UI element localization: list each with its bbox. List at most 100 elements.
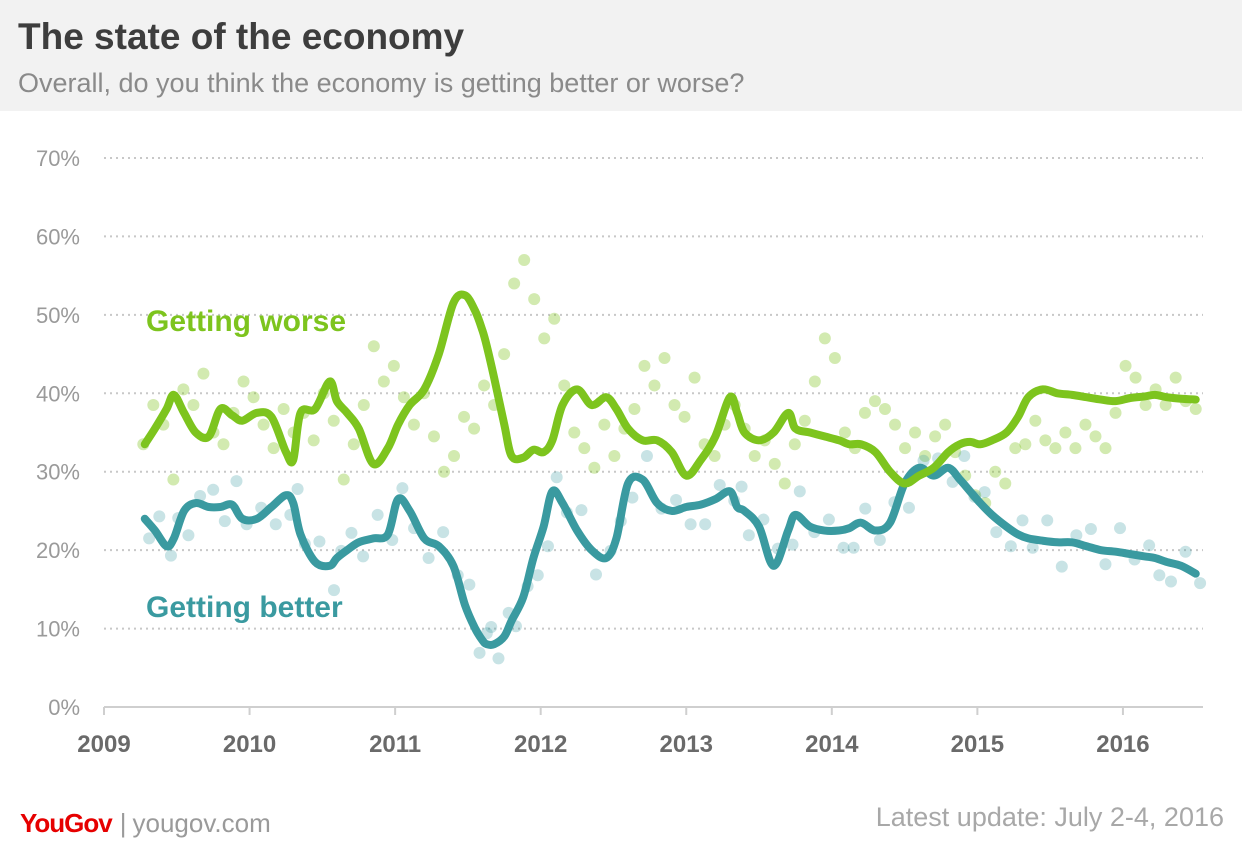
better-point [437,526,450,539]
better-point [396,482,409,495]
y-tick-label: 20% [36,538,80,563]
worse-point [1119,359,1132,372]
worse-point [427,430,440,443]
better-point [1016,514,1029,527]
worse-point [879,402,892,415]
footer-separator: | [119,808,127,838]
worse-point [1049,442,1062,455]
better-point [327,584,340,597]
better-point [873,533,886,546]
better-point [1041,514,1054,527]
worse-point [508,277,521,290]
better-point [143,532,156,545]
better-point [1153,569,1166,582]
series-lines [140,290,1200,650]
worse-point [187,399,200,412]
worse-point [668,399,681,412]
better-point [1114,522,1127,535]
worse-point [1059,426,1072,439]
better-point [684,518,697,531]
better-point [670,493,683,506]
worse-point [818,332,831,345]
worse-point [1109,406,1122,419]
better-point [847,541,860,554]
better-point [1055,560,1068,573]
worse-point [1069,442,1082,455]
worse-point [197,367,210,380]
worse-point [347,438,360,451]
worse-point [768,457,781,470]
y-tick-label: 10% [36,617,80,642]
better-point [917,454,930,467]
worse-point [598,418,611,431]
x-tick-label: 2015 [951,731,1004,758]
worse-point [478,379,491,392]
better-point [837,541,850,554]
worse-point [1189,402,1202,415]
worse-point [838,426,851,439]
better-point [1026,541,1039,554]
better-point [786,538,799,551]
x-tick-label: 2016 [1096,731,1149,758]
worse-point [257,418,270,431]
latest-update: Latest update: July 2-4, 2016 [875,802,1224,832]
worse-point [919,450,932,463]
worse-point [468,422,481,435]
worse-point [939,418,952,431]
worse-point [217,438,230,451]
yougov-logo: YouGov [20,808,113,838]
better-point [1194,577,1207,590]
worse-point [247,391,260,404]
worse-point [889,418,902,431]
worse-point [277,402,290,415]
chart-title: The state of the economy [18,16,465,57]
worse-point [608,450,621,463]
worse-point [1089,430,1102,443]
brand-footer: YouGov | yougov.com [20,808,271,839]
worse-point [858,406,871,419]
worse-point [437,465,450,478]
worse-point [458,410,471,423]
worse-point [407,418,420,431]
worse-point [267,442,280,455]
better-point [269,518,282,531]
better-point [978,486,991,499]
series-labels: Getting worse Getting better [146,305,346,624]
worse-point [327,414,340,427]
better-point [735,480,748,493]
better-point [1084,522,1097,535]
better-point [473,646,486,659]
worse-point [899,442,912,455]
better-point [541,540,554,553]
x-tick-label: 2010 [223,731,276,758]
worse-point [387,359,400,372]
y-tick-label: 50% [36,303,80,328]
worse-point [688,371,701,384]
y-tick-label: 60% [36,224,80,249]
worse-point [708,450,721,463]
better-point [822,513,835,526]
worse-line [140,290,1200,488]
better-point [1004,540,1017,553]
better-point [1164,575,1177,588]
worse-point [397,391,410,404]
x-tick-label: 2009 [77,731,130,758]
site-link[interactable]: yougov.com [132,808,271,838]
series-label-better: Getting better [146,591,343,624]
worse-point [518,253,531,266]
x-tick-label: 2012 [514,731,567,758]
worse-point [1029,414,1042,427]
chart-subtitle: Overall, do you think the economy is get… [18,68,745,98]
worse-point [1139,399,1152,412]
better-point [164,549,177,562]
worse-point [778,477,791,490]
worse-point [989,465,1002,478]
worse-point [1079,418,1092,431]
better-point [958,450,971,463]
y-tick-label: 0% [48,695,80,720]
worse-point [1019,438,1032,451]
worse-point [868,395,881,408]
header-band: The state of the economy Overall, do you… [0,0,1242,111]
worse-point [808,375,821,388]
